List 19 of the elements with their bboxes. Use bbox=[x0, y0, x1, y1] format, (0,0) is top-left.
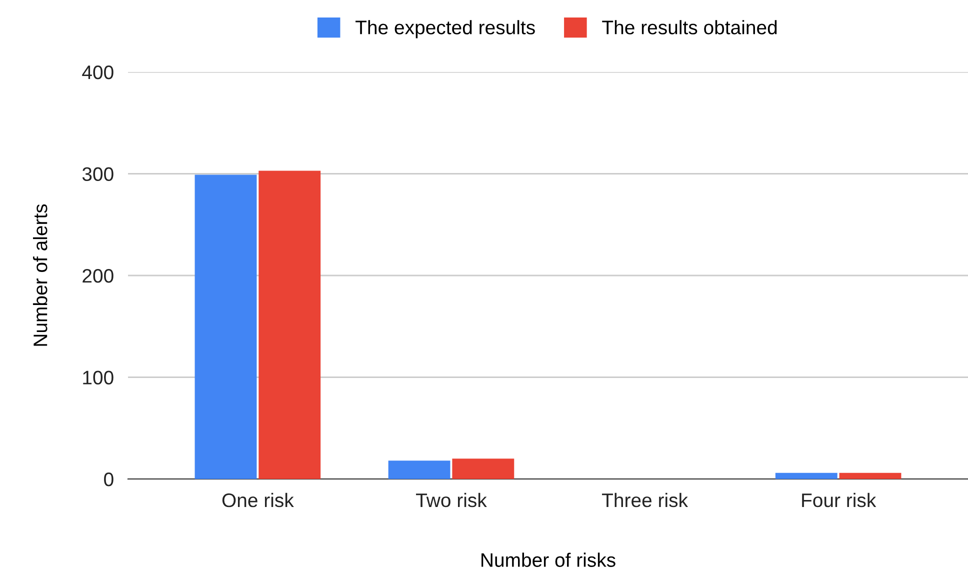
bar bbox=[258, 170, 321, 479]
y-axis-title: Number of alerts bbox=[32, 204, 48, 346]
x-tick-label: One risk bbox=[222, 492, 294, 508]
bar bbox=[839, 472, 902, 479]
y-tick-label: 200 bbox=[82, 268, 114, 283]
x-axis-title: Number of risks bbox=[482, 552, 616, 567]
bar bbox=[388, 460, 450, 479]
x-tick-label: Three risk bbox=[602, 492, 688, 508]
y-tick-label: 100 bbox=[83, 370, 114, 384]
y-tick-label: 300 bbox=[82, 167, 114, 181]
bar bbox=[452, 458, 514, 479]
bar bbox=[775, 472, 838, 479]
y-tick-label: 0 bbox=[104, 472, 114, 486]
legend-label: The results obtained bbox=[602, 20, 777, 34]
y-tick-label: 400 bbox=[82, 65, 114, 80]
x-tick-label: Four risk bbox=[802, 492, 876, 508]
legend-label: The expected results bbox=[356, 20, 535, 38]
bar bbox=[194, 174, 257, 479]
x-tick-label: Two risk bbox=[416, 492, 487, 508]
